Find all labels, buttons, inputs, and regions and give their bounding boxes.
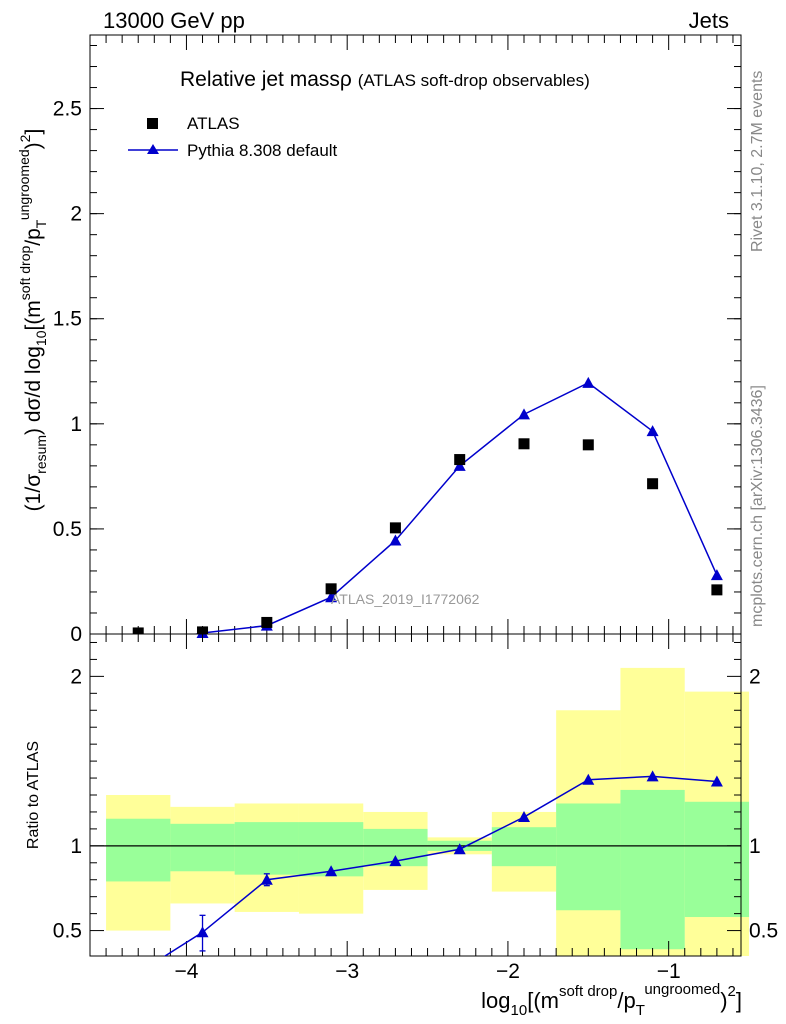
x-tick-label: −3 bbox=[335, 960, 359, 983]
main-y-tick-label: 2 bbox=[70, 203, 82, 226]
ratio-y-tick-label: 1 bbox=[70, 835, 82, 858]
legend-atlas-label: ATLAS bbox=[187, 114, 240, 133]
x-axis-label: log10[(msoft drop/pTungroomed)2] bbox=[481, 981, 742, 1019]
ratio-pythia-point bbox=[710, 775, 723, 787]
legend-pythia-label: Pythia 8.308 default bbox=[187, 141, 338, 160]
ratio-bands bbox=[106, 667, 750, 956]
ratio-y-tick-label: 2 bbox=[70, 665, 82, 688]
main-panel: 0 0.5 1 1.5 2 2.5 Relative jet massρ (ATLAS s… bbox=[16, 34, 742, 646]
ratio-inner-band bbox=[106, 818, 171, 882]
main-y-tick-label: 1.5 bbox=[53, 308, 82, 331]
main-y-tick-label: 1 bbox=[70, 413, 82, 436]
pythia-point bbox=[646, 425, 659, 437]
atlas-point bbox=[711, 584, 723, 596]
legend: ATLAS Pythia 8.308 default bbox=[128, 114, 338, 160]
atlas-point bbox=[197, 626, 209, 634]
ratio-y-tick-label: 0.5 bbox=[53, 920, 82, 943]
ratio-pythia-point bbox=[389, 855, 402, 867]
legend-atlas-marker bbox=[147, 118, 158, 129]
pythia-point bbox=[582, 376, 595, 388]
x-tick-label: −4 bbox=[174, 960, 198, 983]
legend-pythia-marker bbox=[147, 144, 159, 154]
pythia-point bbox=[389, 534, 402, 546]
main-series bbox=[132, 376, 723, 638]
main-y-tick-label: 0.5 bbox=[53, 518, 82, 541]
ratio-x-ticks: −4 −3 −2 −1 bbox=[89, 634, 734, 983]
atlas-point bbox=[647, 478, 659, 490]
atlas-point bbox=[389, 522, 401, 534]
main-y-tick-label: 0 bbox=[70, 623, 82, 646]
ratio-y-tick-label-right: 0.5 bbox=[749, 920, 778, 943]
ratio-inner-band bbox=[556, 803, 621, 911]
ratio-pythia-point bbox=[646, 770, 659, 782]
ratio-series bbox=[90, 770, 741, 956]
header-left: 13000 GeV pp bbox=[103, 8, 245, 33]
header-right: Jets bbox=[689, 8, 729, 33]
ratio-inner-band bbox=[491, 827, 557, 867]
ratio-pythia-point bbox=[325, 865, 338, 877]
pythia-point bbox=[518, 408, 530, 420]
atlas-point bbox=[518, 438, 530, 450]
ratio-y-tick-label-right: 1 bbox=[749, 835, 761, 858]
analysis-label: ATLAS_2019_I1772062 bbox=[331, 591, 480, 607]
ratio-pythia-line bbox=[163, 775, 717, 956]
atlas-point bbox=[132, 627, 144, 634]
ratio-inner-band bbox=[234, 822, 299, 875]
atlas-point bbox=[325, 583, 337, 595]
ratio-inner-band bbox=[170, 823, 235, 872]
ratio-pythia-point bbox=[518, 811, 530, 823]
main-y-ticks: 0 0.5 1 1.5 2 2.5 bbox=[53, 45, 741, 646]
atlas-point bbox=[261, 616, 273, 628]
atlas-point bbox=[454, 454, 466, 466]
ratio-y-axis-label: Ratio to ATLAS bbox=[25, 741, 42, 849]
main-y-tick-label: 2.5 bbox=[53, 98, 82, 121]
pythia-line bbox=[192, 381, 718, 634]
pythia-point bbox=[710, 569, 723, 581]
atlas-point bbox=[582, 439, 594, 451]
side-labels: Rivet 3.1.10, 2.7M events mcplots.cern.c… bbox=[749, 71, 766, 627]
mcplots-label: mcplots.cern.ch [arXiv:1306.3436] bbox=[749, 385, 766, 627]
ratio-y-tick-label-right: 2 bbox=[749, 665, 761, 688]
pythia-point bbox=[453, 459, 466, 471]
ratio-y-ticks: 0.5 0.5 1 1 2 2 bbox=[53, 641, 778, 943]
x-tick-label: −1 bbox=[657, 960, 681, 983]
rivet-label: Rivet 3.1.10, 2.7M events bbox=[749, 71, 766, 252]
main-y-axis-label: (1/σresum) dσ/d log10[(msoft drop/pTungr… bbox=[16, 129, 49, 512]
ratio-pythia-point bbox=[196, 926, 209, 938]
ratio-pythia-point bbox=[453, 843, 466, 855]
main-title: Relative jet massρ (ATLAS soft-drop obse… bbox=[180, 68, 590, 91]
x-tick-label: −2 bbox=[496, 960, 520, 983]
ratio-pythia-point bbox=[582, 773, 595, 785]
ratio-inner-band bbox=[684, 801, 750, 918]
ratio-panel: 0.5 0.5 1 1 2 2 −4 −3 −2 −1 Ratio to ATLAS bbox=[25, 633, 778, 983]
ratio-inner-band bbox=[620, 789, 685, 950]
main-x-ticks bbox=[89, 35, 734, 634]
pythia-point bbox=[325, 591, 338, 603]
ratio-pythia-point bbox=[260, 873, 273, 885]
